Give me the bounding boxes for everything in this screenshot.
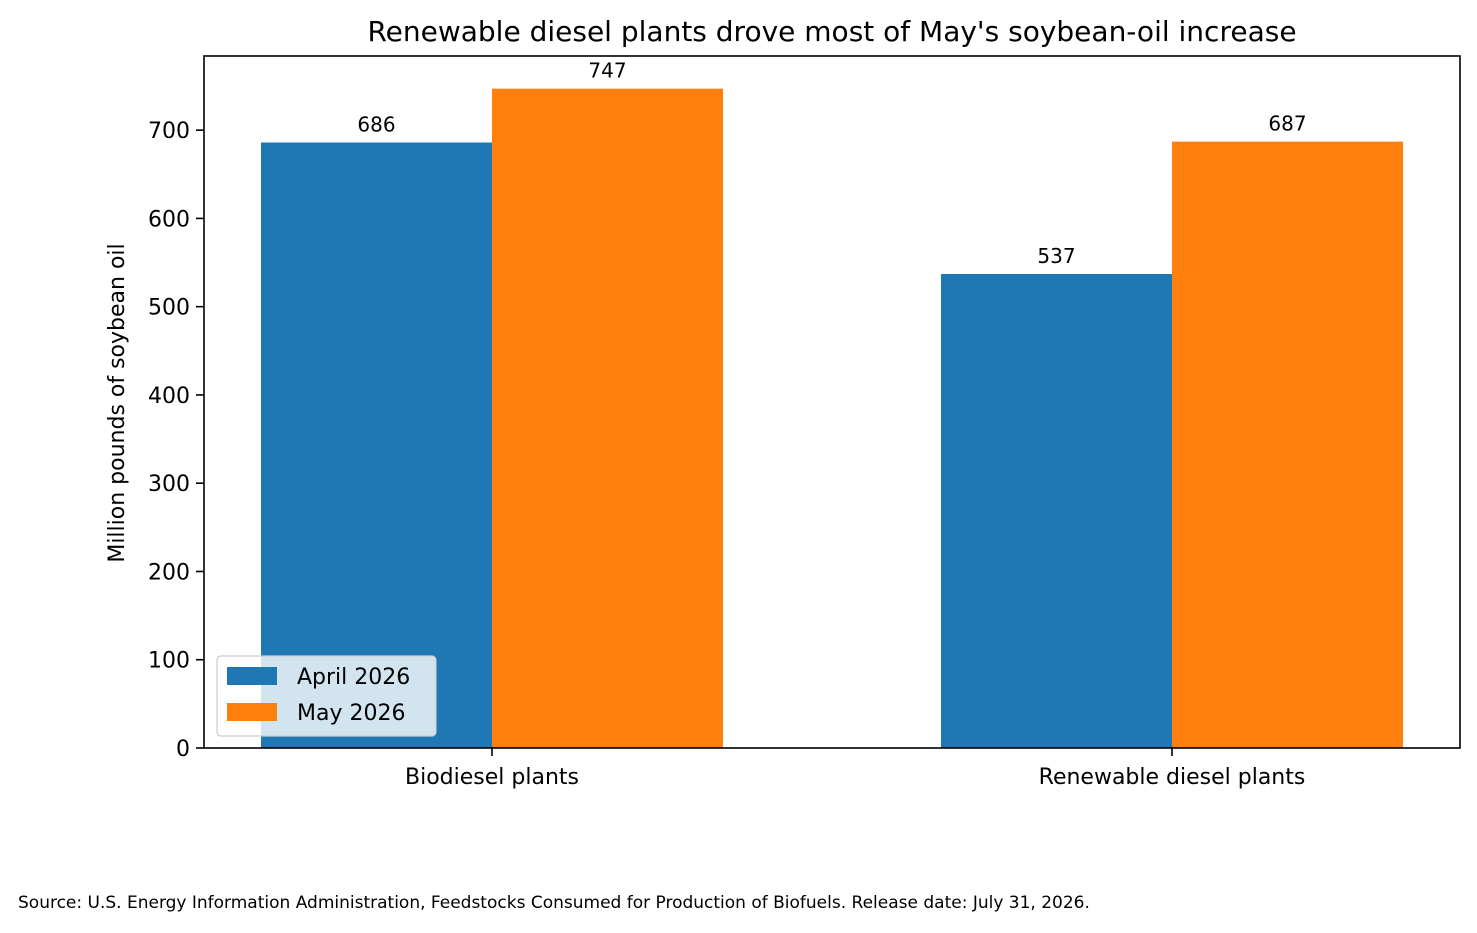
bar-april-2026-renewable-diesel-plants [941,274,1172,748]
plot-area: 686 537 747 687 0 100 200 300 400 500 600 700 Biodie… [148,55,1461,790]
x-tick-label: Renewable diesel plants [1039,765,1306,790]
bar-may-2026-renewable-diesel-plants [1172,141,1403,749]
bar-april-2026-biodiesel-plants [261,142,492,748]
legend-swatch [227,667,277,685]
y-tick-label: 500 [148,296,190,321]
legend: April 2026 May 2026 [216,655,437,737]
source-note: Source: U.S. Energy Information Administ… [18,893,1090,913]
data-label: 537 [1037,244,1075,268]
y-tick-label: 200 [148,560,190,585]
data-label: 686 [357,113,395,137]
bar-may-2026-biodiesel-plants [492,88,723,749]
x-tick-label: Biodiesel plants [405,765,579,790]
y-tick-label: 400 [148,384,190,409]
y-tick-label: 0 [176,737,190,762]
y-tick-label: 600 [148,207,190,232]
y-tick-label: 700 [148,119,190,144]
y-tick-label: 300 [148,472,190,497]
legend-swatch [227,703,277,721]
data-label: 687 [1268,112,1306,136]
y-tick-label: 100 [148,649,190,674]
data-label: 747 [588,59,626,83]
legend-label: April 2026 [297,665,410,690]
y-axis-label: Million pounds of soybean oil [105,243,130,562]
legend-label: May 2026 [297,701,405,726]
chart-title: Renewable diesel plants drove most of Ma… [367,15,1296,48]
plot-frame [203,55,1461,749]
